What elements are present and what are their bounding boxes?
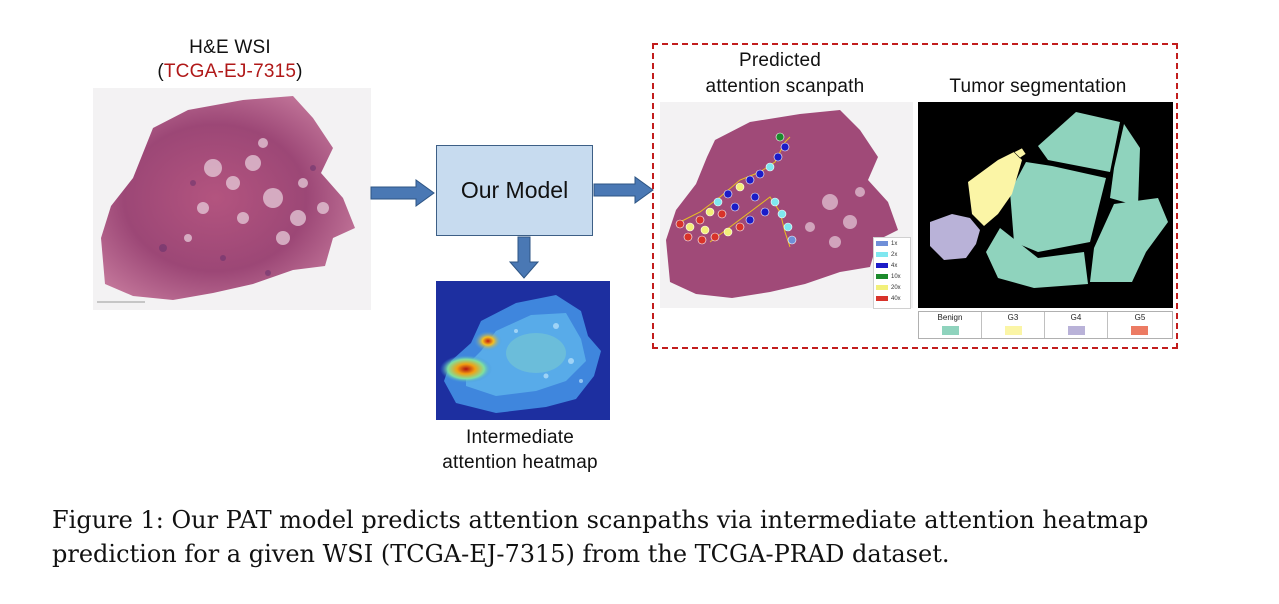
results-panel: [652, 43, 1178, 349]
legend-item: 10x: [876, 273, 901, 282]
arrow-to-scanpath: [593, 176, 654, 204]
grade-label: Benign: [937, 313, 963, 322]
figure-caption: Figure 1: Our PAT model predicts attenti…: [52, 503, 1252, 571]
grade-column: G5: [1108, 312, 1172, 338]
grade-swatch: [1068, 326, 1085, 335]
scanpath-image: [660, 102, 913, 308]
legend-label: 10x: [891, 274, 901, 280]
model-label: Our Model: [460, 177, 569, 203]
legend-swatch: [876, 251, 888, 257]
caption-line-2: prediction for a given WSI (TCGA-EJ-7315…: [52, 540, 950, 568]
grade-label: G4: [1070, 313, 1082, 322]
attention-heatmap-image: [436, 281, 610, 420]
wsi-image: [93, 88, 371, 310]
heatmap-label-line2: attention heatmap: [442, 452, 598, 473]
wsi-title: H&E WSI: [189, 37, 271, 58]
scanpath-label-line2: attention scanpath: [705, 76, 865, 97]
grade-swatch: [942, 326, 959, 335]
heatmap-label-line1: Intermediate: [465, 427, 574, 448]
legend-item: 40x: [876, 295, 901, 304]
grade-column: G4: [1045, 312, 1108, 338]
wsi-id-close: ): [296, 61, 303, 82]
grade-swatch: [1005, 326, 1022, 335]
legend-swatch: [876, 262, 888, 268]
segmentation-label: Tumor segmentation: [949, 76, 1127, 97]
arrow-to-model: [370, 179, 435, 207]
wsi-id-label: (TCGA-EJ-7315): [120, 60, 340, 84]
legend-swatch: [876, 295, 888, 301]
legend-swatch: [876, 240, 888, 246]
grade-label: G3: [1007, 313, 1019, 322]
legend-item: 20x: [876, 284, 901, 293]
legend-label: 20x: [891, 285, 901, 291]
legend-item: 4x: [876, 262, 897, 271]
grade-column: Benign: [919, 312, 982, 338]
legend-label: 2x: [891, 252, 898, 258]
grade-legend-table: Benign G3 G4 G5: [918, 311, 1173, 339]
legend-item: 1x: [876, 240, 897, 249]
segmentation-image: [918, 102, 1173, 308]
scanpath-legend: 1x 2x 4x 10x 20x 40x: [873, 237, 911, 309]
legend-label: 4x: [891, 263, 898, 269]
grade-swatch: [1131, 326, 1148, 335]
legend-swatch: [876, 273, 888, 279]
legend-swatch: [876, 284, 888, 290]
wsi-id: TCGA-EJ-7315: [163, 61, 297, 82]
model-box: Our Model: [436, 145, 593, 236]
grade-column: G3: [982, 312, 1045, 338]
legend-label: 1x: [891, 241, 898, 247]
wsi-id-open: (: [157, 61, 164, 82]
grade-label: G5: [1134, 313, 1146, 322]
legend-label: 40x: [891, 296, 901, 302]
arrow-to-heatmap: [508, 236, 540, 279]
legend-item: 2x: [876, 251, 897, 260]
caption-line-1: Figure 1: Our PAT model predicts attenti…: [52, 506, 1149, 534]
scanpath-label-line1: Predicted: [738, 50, 822, 71]
